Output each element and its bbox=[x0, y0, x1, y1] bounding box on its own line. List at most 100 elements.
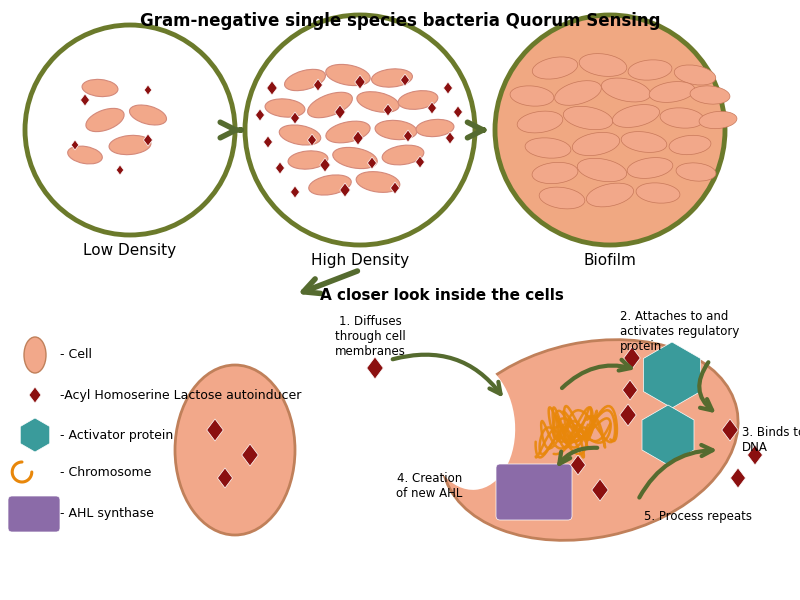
Polygon shape bbox=[643, 342, 701, 408]
Polygon shape bbox=[353, 131, 363, 145]
Ellipse shape bbox=[285, 70, 326, 91]
Text: -Acyl Homoserine Lactose autoinducer: -Acyl Homoserine Lactose autoinducer bbox=[60, 389, 302, 401]
Ellipse shape bbox=[279, 125, 321, 145]
Text: - AHL synthase: - AHL synthase bbox=[60, 508, 154, 520]
Text: - Chromosome: - Chromosome bbox=[60, 466, 151, 479]
Polygon shape bbox=[71, 140, 78, 150]
Polygon shape bbox=[340, 183, 350, 197]
Ellipse shape bbox=[68, 146, 102, 164]
Polygon shape bbox=[367, 157, 377, 169]
Circle shape bbox=[495, 15, 725, 245]
Ellipse shape bbox=[425, 360, 515, 490]
Ellipse shape bbox=[130, 105, 166, 125]
Ellipse shape bbox=[333, 148, 378, 169]
Ellipse shape bbox=[371, 69, 413, 87]
Ellipse shape bbox=[669, 136, 711, 155]
Polygon shape bbox=[290, 112, 299, 124]
Ellipse shape bbox=[539, 187, 585, 209]
Polygon shape bbox=[642, 405, 694, 465]
Ellipse shape bbox=[175, 365, 295, 535]
Ellipse shape bbox=[382, 145, 424, 165]
Ellipse shape bbox=[690, 86, 730, 104]
Ellipse shape bbox=[660, 108, 704, 128]
Polygon shape bbox=[383, 104, 393, 116]
Text: High Density: High Density bbox=[311, 253, 409, 268]
Polygon shape bbox=[144, 85, 152, 95]
Ellipse shape bbox=[265, 99, 305, 117]
Text: 1. Diffuses
through cell
membranes: 1. Diffuses through cell membranes bbox=[334, 315, 406, 358]
Ellipse shape bbox=[356, 172, 400, 193]
Ellipse shape bbox=[375, 121, 417, 140]
Polygon shape bbox=[218, 468, 233, 488]
Ellipse shape bbox=[699, 112, 737, 128]
Text: 4. Creation
of new AHL: 4. Creation of new AHL bbox=[396, 472, 462, 500]
Polygon shape bbox=[443, 82, 453, 94]
Polygon shape bbox=[290, 186, 299, 198]
Ellipse shape bbox=[326, 64, 370, 86]
Ellipse shape bbox=[572, 133, 620, 155]
Polygon shape bbox=[390, 182, 399, 194]
Polygon shape bbox=[624, 347, 640, 369]
Ellipse shape bbox=[636, 183, 680, 203]
Ellipse shape bbox=[416, 119, 454, 137]
Polygon shape bbox=[592, 479, 608, 501]
Text: Biofilm: Biofilm bbox=[583, 253, 637, 268]
Ellipse shape bbox=[82, 79, 118, 97]
Circle shape bbox=[245, 15, 475, 245]
Polygon shape bbox=[320, 158, 330, 172]
Text: 2. Attaches to and
activates regulatory
protein: 2. Attaches to and activates regulatory … bbox=[620, 310, 739, 353]
Ellipse shape bbox=[517, 111, 563, 133]
Text: Gram-negative single species bacteria Quorum Sensing: Gram-negative single species bacteria Qu… bbox=[140, 12, 660, 30]
Ellipse shape bbox=[563, 106, 613, 130]
Polygon shape bbox=[314, 79, 322, 91]
Ellipse shape bbox=[326, 121, 370, 143]
Ellipse shape bbox=[613, 104, 659, 127]
FancyBboxPatch shape bbox=[8, 496, 60, 532]
Polygon shape bbox=[570, 455, 586, 475]
Polygon shape bbox=[143, 134, 153, 146]
Ellipse shape bbox=[676, 163, 716, 181]
Ellipse shape bbox=[510, 86, 554, 106]
Polygon shape bbox=[354, 75, 366, 89]
Text: - Cell: - Cell bbox=[60, 349, 92, 361]
Polygon shape bbox=[334, 105, 346, 119]
Polygon shape bbox=[20, 418, 50, 452]
Ellipse shape bbox=[525, 138, 571, 158]
Polygon shape bbox=[620, 404, 636, 426]
Polygon shape bbox=[242, 444, 258, 466]
Ellipse shape bbox=[288, 151, 328, 169]
Text: 3. Binds to
DNA: 3. Binds to DNA bbox=[742, 426, 800, 454]
Ellipse shape bbox=[24, 337, 46, 373]
Ellipse shape bbox=[554, 80, 602, 106]
FancyBboxPatch shape bbox=[496, 464, 572, 520]
Polygon shape bbox=[255, 109, 265, 121]
Ellipse shape bbox=[442, 340, 738, 541]
Ellipse shape bbox=[627, 158, 673, 178]
Polygon shape bbox=[622, 380, 638, 400]
Ellipse shape bbox=[86, 109, 124, 131]
Ellipse shape bbox=[674, 65, 716, 85]
Polygon shape bbox=[366, 357, 383, 379]
Ellipse shape bbox=[586, 183, 634, 207]
Polygon shape bbox=[722, 419, 738, 441]
Polygon shape bbox=[747, 445, 762, 465]
Ellipse shape bbox=[602, 78, 650, 102]
Ellipse shape bbox=[109, 136, 151, 155]
Polygon shape bbox=[427, 102, 437, 114]
Ellipse shape bbox=[357, 92, 399, 112]
Ellipse shape bbox=[309, 175, 351, 195]
Polygon shape bbox=[116, 165, 124, 175]
Polygon shape bbox=[263, 136, 273, 148]
Ellipse shape bbox=[532, 163, 578, 184]
Polygon shape bbox=[454, 106, 462, 118]
Text: Low Density: Low Density bbox=[83, 243, 177, 258]
Polygon shape bbox=[446, 132, 454, 144]
Polygon shape bbox=[29, 387, 41, 403]
Circle shape bbox=[25, 25, 235, 235]
Text: 5. Process repeats: 5. Process repeats bbox=[644, 510, 752, 523]
Ellipse shape bbox=[621, 131, 667, 152]
Ellipse shape bbox=[532, 57, 578, 79]
Polygon shape bbox=[415, 156, 425, 168]
Text: - Activator protein: - Activator protein bbox=[60, 428, 174, 442]
Text: A closer look inside the cells: A closer look inside the cells bbox=[320, 287, 564, 302]
